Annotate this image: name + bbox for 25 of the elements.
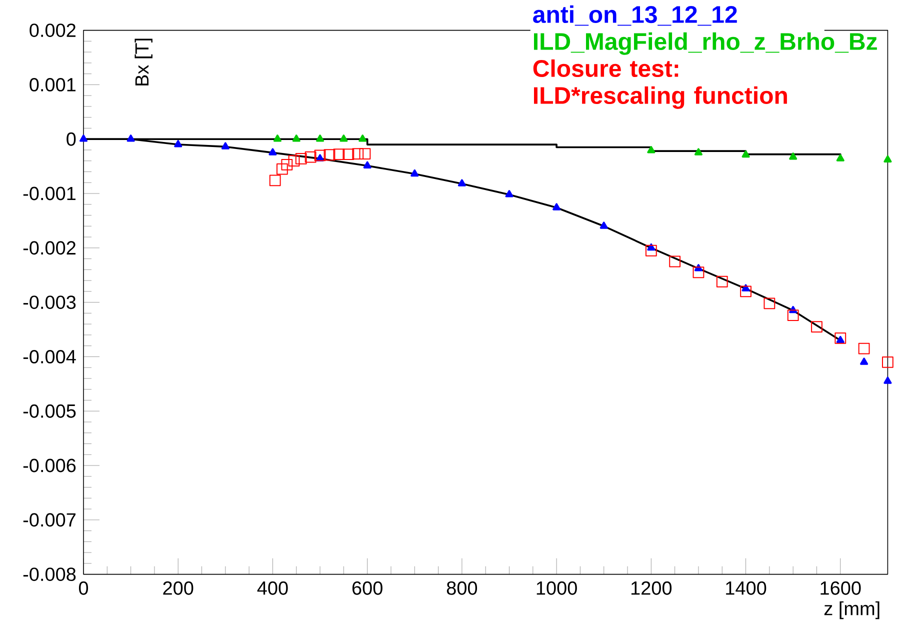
y-tick-label: -0.001 <box>23 186 76 200</box>
x-tick-label: 1000 <box>536 581 577 595</box>
y-tick-label: -0.006 <box>23 458 76 472</box>
y-tick-label: -0.004 <box>23 350 76 364</box>
x-tick-label: 1600 <box>820 581 861 595</box>
x-tick-label: 400 <box>257 581 288 595</box>
y-tick-label: 0.001 <box>30 78 76 92</box>
y-tick-label: -0.007 <box>23 513 76 527</box>
x-tick-label: 800 <box>446 581 478 595</box>
y-tick-label: 0.002 <box>30 24 76 38</box>
x-tick-label: 1200 <box>631 581 672 595</box>
x-tick-label: 1400 <box>726 581 766 595</box>
x-tick-label: 600 <box>352 581 382 595</box>
x-tick-label: 200 <box>163 581 194 595</box>
y-tick-label: -0.003 <box>23 296 76 310</box>
text: anti_on_13_12_12 <box>533 5 737 26</box>
text: Closure test: ILD*rescaling function <box>533 59 787 109</box>
y-tick-label: -0.002 <box>23 241 76 255</box>
y-tick-label: -0.005 <box>23 404 76 418</box>
x-axis-title: z [mm] <box>824 601 880 620</box>
y-tick-label: 0 <box>66 132 76 146</box>
text: ILD_MagField_rho_z_Brho_Bz <box>534 32 877 55</box>
y-tick-label: -0.008 <box>23 568 76 582</box>
x-tick-label: 0 <box>78 581 88 595</box>
y-axis-title: Bx [T] <box>134 38 152 86</box>
